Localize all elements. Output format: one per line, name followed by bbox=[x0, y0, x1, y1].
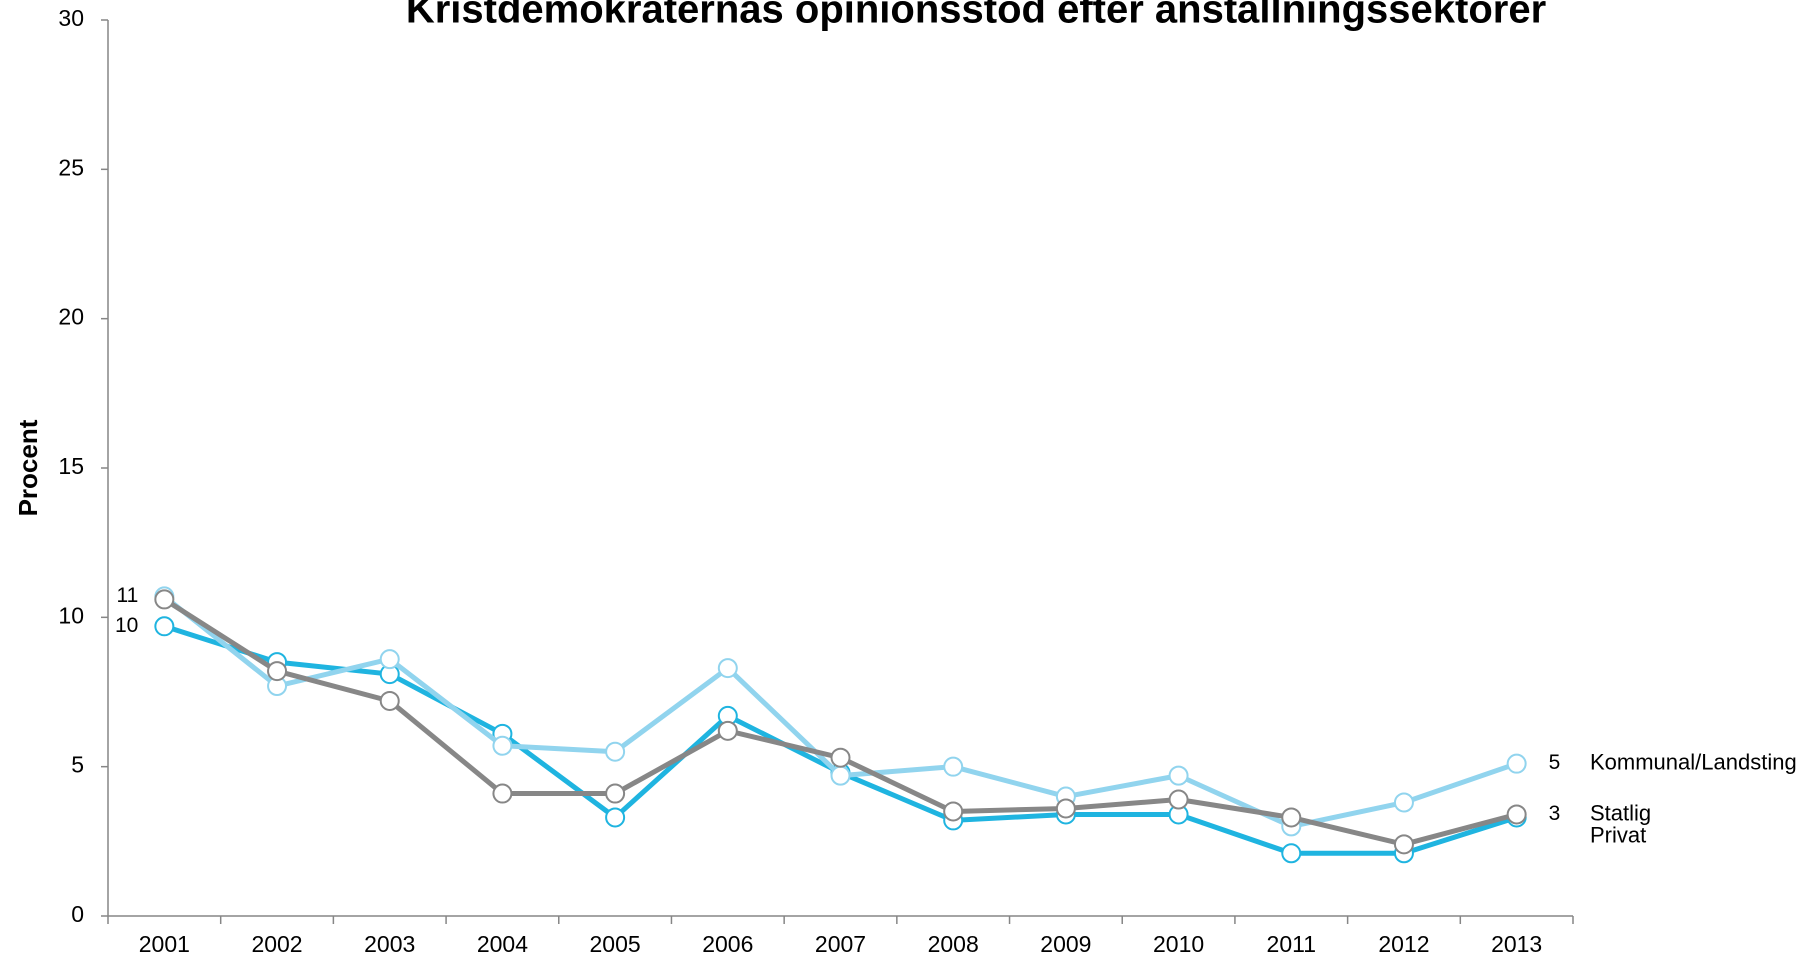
x-tick-label: 2003 bbox=[364, 931, 415, 955]
y-tick-label: 20 bbox=[58, 304, 84, 330]
point bbox=[492, 735, 513, 756]
legend-label: Privat bbox=[1590, 822, 1646, 847]
data-label: 5 bbox=[1549, 751, 1561, 774]
point bbox=[1055, 798, 1076, 819]
point bbox=[1506, 753, 1527, 774]
x-tick-label: 2001 bbox=[139, 931, 190, 955]
point bbox=[379, 690, 400, 711]
series-line bbox=[163, 597, 1518, 847]
point bbox=[717, 720, 738, 741]
point bbox=[943, 801, 964, 822]
point bbox=[717, 658, 738, 679]
point bbox=[1393, 792, 1414, 813]
point bbox=[605, 807, 626, 828]
y-tick-label: 30 bbox=[58, 5, 84, 31]
x-tick-label: 2005 bbox=[590, 931, 641, 955]
point bbox=[943, 756, 964, 777]
point bbox=[605, 783, 626, 804]
point bbox=[492, 783, 513, 804]
y-axis-label: Procent bbox=[13, 419, 43, 516]
y-tick-label: 25 bbox=[58, 154, 84, 180]
point bbox=[1393, 834, 1414, 855]
x-tick-label: 2008 bbox=[928, 931, 979, 955]
point bbox=[267, 661, 288, 682]
data-label: 11 bbox=[117, 584, 139, 607]
y-tick-label: 0 bbox=[71, 901, 84, 927]
legend-label: Statlig bbox=[1590, 800, 1651, 825]
y-tick-label: 15 bbox=[58, 453, 84, 479]
x-tick-label: 2011 bbox=[1267, 931, 1316, 955]
x-tick-label: 2006 bbox=[702, 931, 753, 955]
x-tick-label: 2010 bbox=[1153, 931, 1204, 955]
x-tick-label: 2004 bbox=[477, 931, 528, 955]
point bbox=[1506, 804, 1527, 825]
point bbox=[1168, 789, 1189, 810]
x-tick-label: 2012 bbox=[1378, 931, 1429, 955]
point bbox=[1281, 843, 1302, 864]
point bbox=[830, 747, 851, 768]
data-label: 3 bbox=[1549, 802, 1561, 825]
series-line bbox=[162, 594, 1518, 829]
point bbox=[154, 616, 175, 637]
y-tick-label: 5 bbox=[71, 752, 84, 778]
chart-title: Kristdemokraternas opinionsstöd efter an… bbox=[406, 0, 1546, 32]
legend-label: Kommunal/Landsting bbox=[1590, 749, 1797, 774]
point bbox=[830, 765, 851, 786]
point bbox=[154, 589, 175, 610]
y-tick-label: 10 bbox=[58, 602, 84, 628]
data-label: 10 bbox=[115, 614, 138, 637]
point bbox=[1281, 807, 1302, 828]
x-tick-label: 2007 bbox=[815, 931, 866, 955]
x-tick-label: 2002 bbox=[251, 931, 302, 955]
point bbox=[379, 649, 400, 670]
x-tick-label: 2013 bbox=[1491, 931, 1542, 955]
point bbox=[605, 741, 626, 762]
point bbox=[1168, 765, 1189, 786]
x-tick-label: 2009 bbox=[1040, 931, 1091, 955]
